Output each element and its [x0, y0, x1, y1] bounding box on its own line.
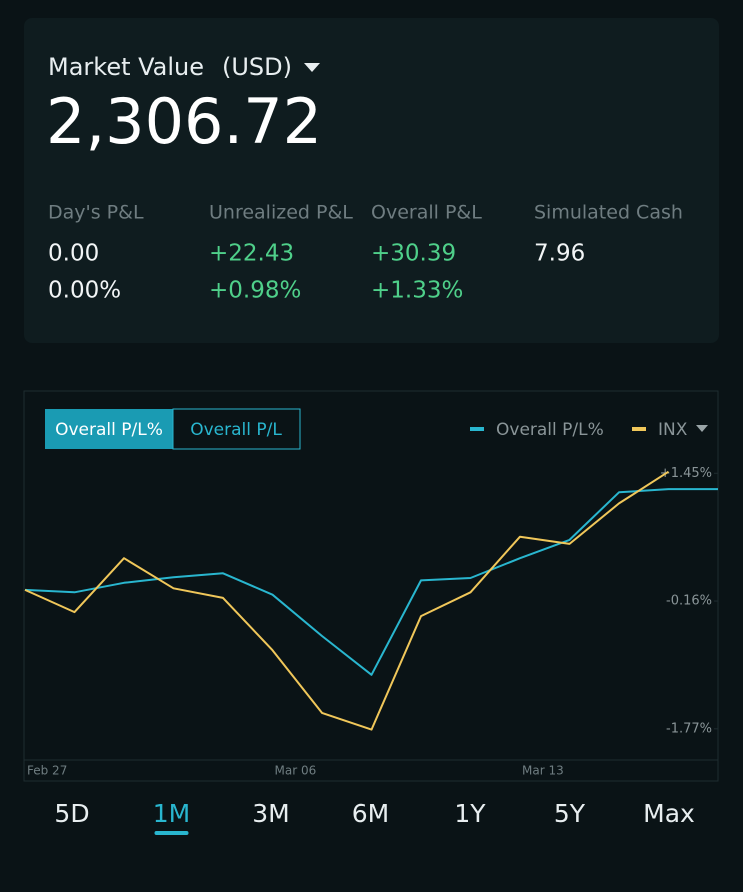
period-button[interactable]: 5D	[54, 799, 89, 828]
series-line	[24, 488, 718, 676]
stat-value: 0.00%	[48, 278, 121, 304]
stat-label: Unrealized P&L	[209, 202, 353, 224]
toggle-label[interactable]: Overall P/L	[190, 420, 282, 440]
legend-label: Overall P/L%	[496, 420, 604, 440]
toggle-inactive[interactable]	[172, 408, 301, 450]
period-button[interactable]: 5Y	[554, 799, 586, 828]
toggle-label[interactable]: Overall P/L%	[55, 420, 163, 440]
legend-swatch	[470, 427, 484, 431]
stat-value: +0.98%	[209, 278, 301, 304]
x-tick-label: Mar 13	[522, 764, 564, 778]
period-button[interactable]: 3M	[252, 799, 289, 828]
stat-label: Day's P&L	[48, 202, 144, 224]
period-button[interactable]: 1Y	[454, 799, 486, 828]
y-tick-label: +1.45%	[660, 466, 712, 481]
period-button[interactable]: Max	[643, 799, 695, 828]
period-underline	[154, 831, 189, 835]
y-tick-label: -0.16%	[666, 594, 712, 609]
period-button[interactable]: 1M	[153, 799, 190, 828]
dropdown-arrow[interactable]	[304, 63, 320, 72]
title: Market Value	[48, 53, 204, 81]
legend-label: INX	[658, 420, 688, 440]
stat-value: +22.43	[209, 241, 294, 267]
summary-card	[24, 18, 719, 343]
toggle-active[interactable]	[45, 409, 173, 449]
x-tick-label: Feb 27	[27, 764, 67, 778]
chart-panel	[23, 390, 719, 782]
stat-value: +30.39	[371, 241, 456, 267]
legend-swatch	[632, 427, 646, 431]
stat-value: 0.00	[48, 241, 99, 267]
period-button[interactable]: 6M	[352, 799, 389, 828]
legend-dropdown[interactable]	[696, 425, 708, 432]
stat-value: +1.33%	[371, 278, 463, 304]
y-tick-label: -1.77%	[666, 721, 712, 736]
currency-selector[interactable]: (USD)	[222, 53, 292, 81]
stat-value: 7.96	[534, 241, 585, 267]
x-tick-label: Mar 06	[275, 764, 317, 778]
stat-label: Overall P&L	[371, 202, 482, 224]
stat-label: Simulated Cash	[534, 202, 683, 224]
series-line	[24, 470, 670, 731]
market-value: 2,306.72	[46, 85, 322, 158]
